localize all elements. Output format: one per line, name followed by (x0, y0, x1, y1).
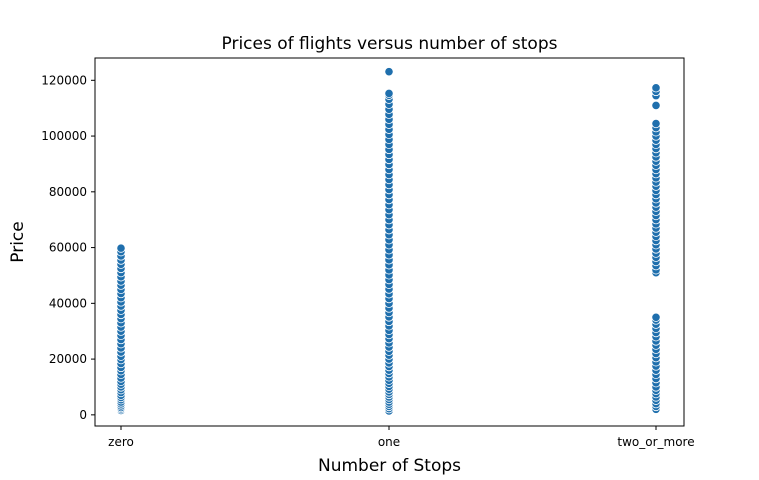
y-tick-label: 40000 (49, 296, 87, 310)
y-tick-label: 100000 (41, 129, 87, 143)
data-point (651, 83, 661, 93)
chart-title: Prices of flights versus number of stops (222, 34, 558, 54)
x-axis-ticks: zero one two_or_more (108, 426, 695, 449)
y-axis-ticks: 0 20000 40000 60000 80000 100000 120000 (41, 73, 95, 422)
data-point (651, 118, 661, 129)
data-point (384, 67, 394, 77)
x-tick-label: two_or_more (617, 435, 694, 449)
x-tick-label: zero (108, 435, 134, 449)
y-tick-label: 120000 (41, 73, 87, 87)
data-point (116, 243, 126, 253)
data-point (651, 312, 661, 322)
x-axis-label: Number of Stops (318, 456, 461, 476)
y-tick-label: 60000 (49, 241, 87, 255)
x-tick-label: one (378, 435, 400, 449)
y-axis-label: Price (8, 221, 28, 262)
y-tick-label: 0 (79, 408, 87, 422)
y-tick-label: 80000 (49, 185, 87, 199)
data-point (651, 100, 661, 110)
y-tick-label: 20000 (49, 352, 87, 366)
data-points (116, 67, 661, 416)
data-point (384, 88, 394, 99)
